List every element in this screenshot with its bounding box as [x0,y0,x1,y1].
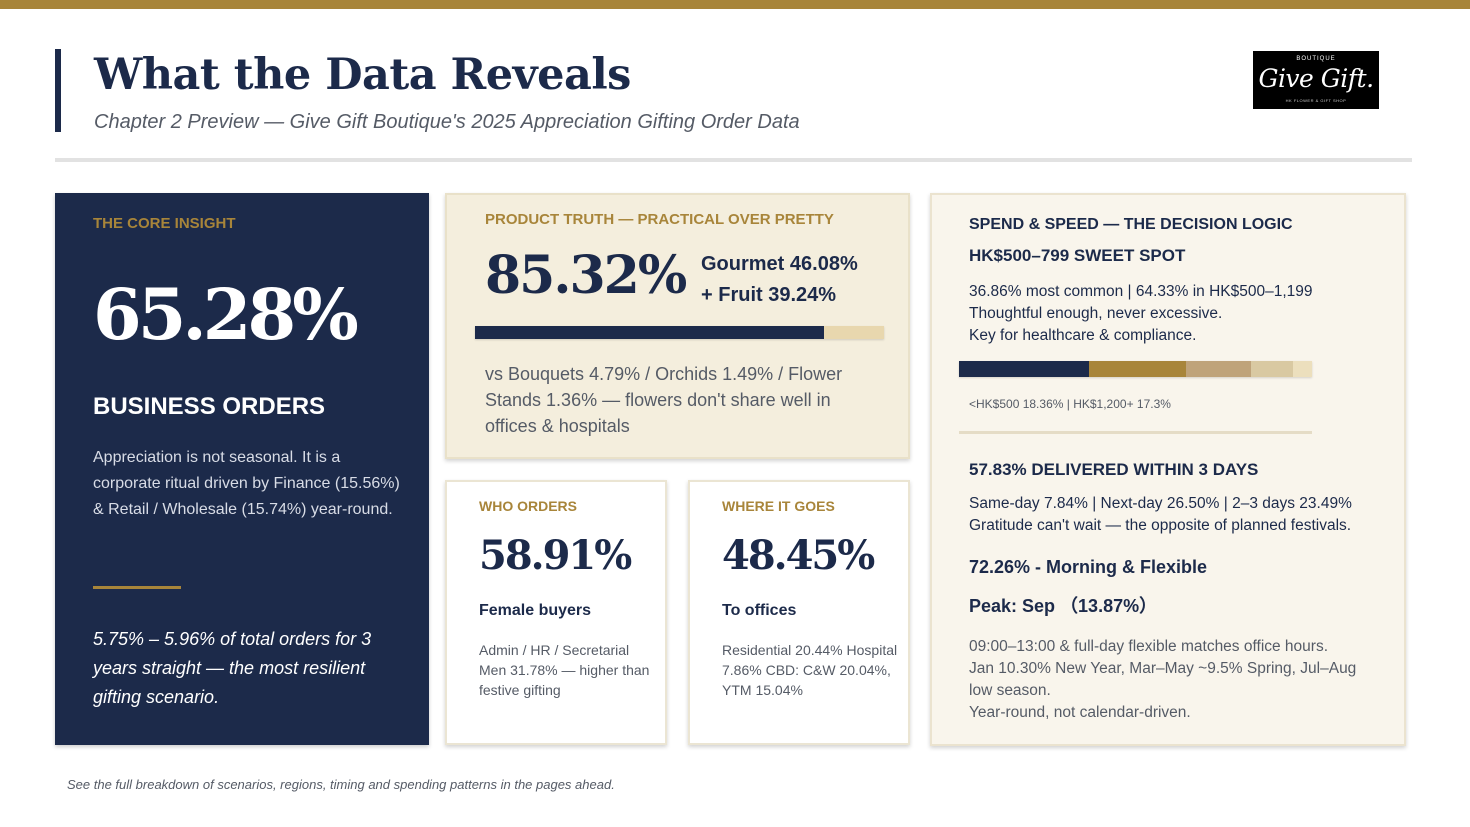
spend-line-3: Key for healthcare & compliance. [969,327,1197,344]
top-accent-bar [0,0,1470,9]
page-subtitle: Chapter 2 Preview — Give Gift Boutique's… [94,111,800,133]
header-divider [55,158,1412,162]
logo-main-text: Give Gift. [1258,64,1374,93]
product-share-bar [475,326,884,339]
product-fruit-line: + Fruit 39.24% [701,284,837,306]
timing-line-2: Jan 10.30% New Year, Mar–May ~9.5% Sprin… [969,660,1357,677]
brand-logo: BOUTIQUE Give Gift. HK FLOWER & GIFT SHO… [1253,51,1379,109]
core-insight-heading: BUSINESS ORDERS [93,393,326,420]
where-it-goes-card: WHERE IT GOES 48.45% To offices Resident… [688,480,910,745]
title-accent-bar [55,49,61,132]
page-title: What the Data Reveals [94,50,631,100]
product-truth-value: 85.32% [485,245,687,306]
delivery-line-1: Same-day 7.84% | Next-day 26.50% | 2–3 d… [969,495,1352,512]
who-orders-card: WHO ORDERS 58.91% Female buyers Admin / … [445,480,667,745]
product-truth-label: PRODUCT TRUTH — PRACTICAL OVER PRETTY [485,211,834,228]
sweet-spot-heading: HK$500–799 SWEET SPOT [969,246,1186,265]
core-insight-label: THE CORE INSIGHT [93,215,236,232]
delivery-line-2: Gratitude can't wait — the opposite of p… [969,517,1352,534]
where-it-goes-label: WHERE IT GOES [722,498,835,514]
core-insight-body: Appreciation is not seasonal. It is a co… [93,449,400,518]
logo-bottom-text: HK FLOWER & GIFT SHOP [1285,98,1347,103]
logo-top-text: BOUTIQUE [1296,56,1336,62]
spend-bar-segment [959,361,1090,377]
morning-flexible-heading: 72.26% - Morning & Flexible [969,557,1208,577]
who-orders-label: WHO ORDERS [479,498,577,514]
core-insight-value: 65.28% [93,273,359,356]
spend-speed-label: SPEND & SPEED — THE DECISION LOGIC [969,216,1293,233]
spend-line-1: 36.86% most common | 64.33% in HK$500–1,… [969,283,1313,300]
core-insight-quote: 5.75% – 5.96% of total orders for 3 year… [93,629,372,707]
timing-line-3: low season. [969,682,1051,699]
who-orders-body: Admin / HR / Secretarial Men 31.78% — hi… [479,642,650,698]
core-insight-card: THE CORE INSIGHT 65.28% BUSINESS ORDERS … [55,193,429,745]
who-orders-value: 58.91% [479,532,632,579]
product-share-bar-fill [475,326,824,339]
spend-distribution-bar [959,361,1312,377]
where-it-goes-body: Residential 20.44% Hospital 7.86% CBD: C… [722,642,898,698]
spend-bar-caption: <HK$500 18.36% | HK$1,200+ 17.3% [969,397,1171,411]
spend-speed-card: SPEND & SPEED — THE DECISION LOGIC HK$50… [930,193,1406,746]
footer-note: See the full breakdown of scenarios, reg… [67,777,615,792]
timing-line-4: Year-round, not calendar-driven. [969,704,1191,721]
product-truth-body: vs Bouquets 4.79% / Orchids 1.49% / Flow… [485,364,843,436]
spend-bar-segment [1186,361,1251,377]
spend-line-2: Thoughtful enough, never excessive. [969,305,1223,322]
spend-bar-segment [1250,361,1294,377]
where-it-goes-value: 48.45% [722,532,875,579]
spend-bar-segment [1293,361,1312,377]
where-it-goes-heading: To offices [722,602,797,619]
peak-month-heading: Peak: Sep （13.87%） [969,596,1158,616]
product-truth-card: PRODUCT TRUTH — PRACTICAL OVER PRETTY 85… [445,193,910,459]
product-gourmet-line: Gourmet 46.08% [701,253,858,275]
timing-line-1: 09:00–13:00 & full-day flexible matches … [969,638,1329,655]
who-orders-heading: Female buyers [479,602,592,619]
spend-section-rule [959,431,1312,434]
delivery-heading: 57.83% DELIVERED WITHIN 3 DAYS [969,460,1259,479]
core-insight-rule [93,586,181,589]
spend-bar-segment [1089,361,1187,377]
